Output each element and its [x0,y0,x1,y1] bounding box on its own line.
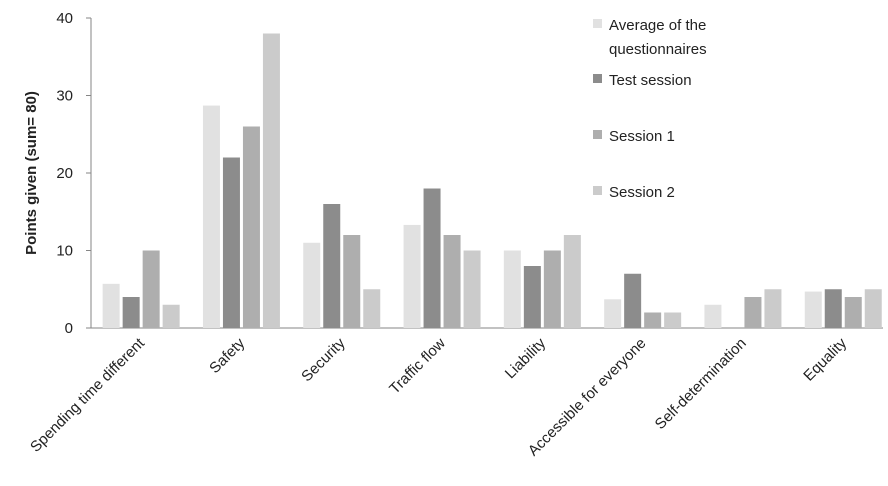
bar [543,250,561,328]
legend-label: Test session [609,72,692,89]
legend-label: Session 2 [609,184,675,201]
bar [563,235,581,328]
bar [102,283,120,328]
category-label: Equality [800,334,850,384]
bar [403,224,421,328]
bars [102,33,882,328]
category-label: Security [298,334,349,385]
bar [363,289,381,328]
bar [202,105,220,328]
bar [804,291,822,328]
category-label: Safety [206,334,248,376]
bar [122,297,140,328]
bar [624,273,642,328]
bar [443,235,461,328]
bar [824,289,842,328]
bar [604,299,622,328]
category-labels: Spending time different Safety Security Tra… [27,334,850,459]
bar [704,304,722,328]
category-label: Spending time different [27,334,148,455]
bar [463,250,481,328]
bar [844,297,862,328]
category-label: Traffic flow [386,335,449,398]
y-tick-label: 40 [56,10,73,27]
y-tick-label: 10 [56,243,73,260]
y-axis: 0 10 20 30 40 [56,10,92,337]
bar [323,204,341,328]
legend-swatch [593,19,602,28]
bar [664,312,682,328]
bar [523,266,541,328]
bar [423,188,441,328]
legend-label: Average of the [609,17,706,34]
legend-label: Session 1 [609,128,675,145]
category-label: Accessible for everyone [525,335,650,460]
bar [503,250,521,328]
legend-label: questionnaires [609,41,707,58]
bar [303,242,321,328]
y-axis-label: Points given (sum= 80) [23,91,40,255]
legend-swatch [593,130,602,139]
bar [864,289,882,328]
bar [162,304,180,328]
y-tick-label: 0 [65,320,73,337]
bar [764,289,782,328]
y-tick-label: 30 [56,88,73,105]
category-label: Self-determination [652,335,750,433]
bar [343,235,361,328]
bar [744,297,762,328]
bar [142,250,160,328]
bar [242,126,260,328]
y-tick-label: 20 [56,165,73,182]
category-label: Liability [502,334,550,382]
bar [262,33,280,328]
legend-swatch [593,74,602,83]
bar [644,312,662,328]
bar [222,157,240,328]
legend: Average of the questionnaires Test session… [593,17,707,201]
legend-swatch [593,186,602,195]
